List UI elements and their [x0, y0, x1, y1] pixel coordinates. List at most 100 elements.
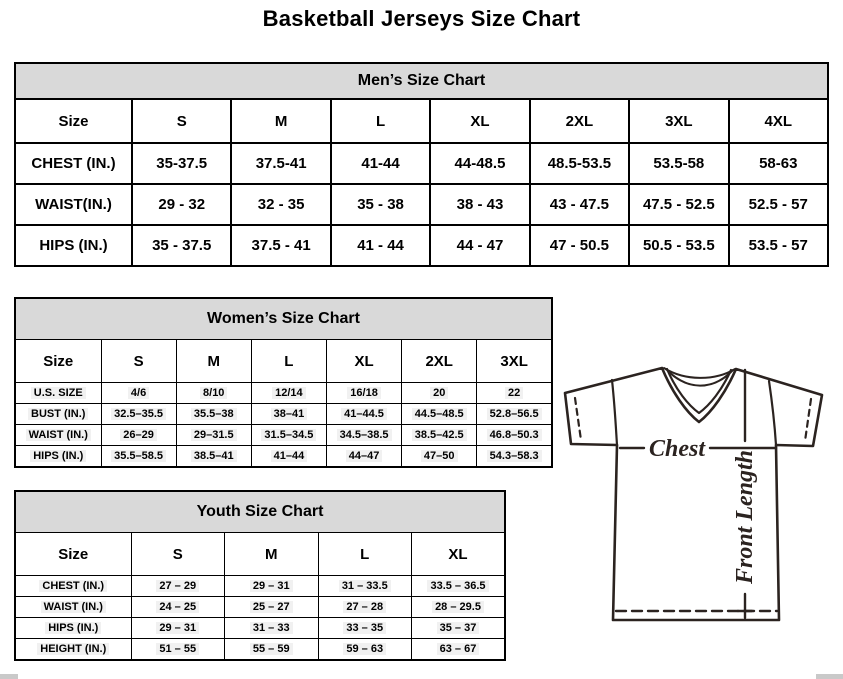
- size-cell: 63 – 67: [411, 638, 506, 661]
- size-cell: 22: [476, 382, 553, 404]
- column-header: 2XL: [528, 98, 631, 144]
- size-cell: 50.5 - 53.5: [628, 224, 730, 267]
- size-cell: 25 – 27: [224, 596, 319, 618]
- size-cell: 35 - 38: [329, 183, 432, 226]
- mens-size-table: Men’s Size Chart Size S M L XL 2XL 3XL 4XL CHEST …: [14, 62, 830, 267]
- column-header: S: [100, 339, 177, 383]
- size-cell: 28 – 29.5: [411, 596, 506, 618]
- size-cell: 37.5 - 41: [230, 224, 332, 267]
- size-cell: 32 - 35: [230, 183, 332, 226]
- column-header: M: [175, 339, 252, 383]
- collar-inner-line: [665, 367, 733, 415]
- column-header: S: [130, 98, 233, 144]
- size-cell: 47.5 - 52.5: [628, 183, 730, 226]
- size-cell: 24 – 25: [130, 596, 225, 618]
- size-cell: 38 - 43: [429, 183, 531, 226]
- size-cell: 53.5 - 57: [727, 224, 830, 267]
- size-cell: 26–29: [100, 424, 177, 446]
- size-cell: 29 - 32: [130, 183, 233, 226]
- table-row: CHEST (IN.) 27 – 29 29 – 31 31 – 33.5 33.5 –…: [14, 575, 506, 597]
- column-header: S: [130, 532, 225, 576]
- size-cell: 44–47: [325, 445, 403, 468]
- size-cell: 52.8–56.5: [476, 403, 553, 425]
- size-cell: 35.5–58.5: [100, 445, 177, 468]
- table-row: WAIST (IN.) 26–29 29–31.5 31.5–34.5 34.5–38.…: [14, 424, 553, 446]
- size-cell: 41–44.5: [325, 403, 403, 425]
- row-label: HIPS (IN.): [14, 617, 132, 639]
- size-cell: 35-37.5: [130, 142, 233, 185]
- column-header: Size: [14, 339, 102, 383]
- size-cell: 31 – 33: [224, 617, 319, 639]
- row-label: CHEST (IN.): [14, 142, 133, 185]
- size-cell: 54.3–58.3: [476, 445, 553, 468]
- table-title: Men’s Size Chart: [14, 62, 829, 100]
- size-cell: 33.5 – 36.5: [411, 575, 506, 597]
- column-header: Size: [14, 532, 132, 576]
- size-cell: 52.5 - 57: [727, 183, 830, 226]
- row-label: WAIST (IN.): [14, 596, 132, 618]
- column-header: L: [329, 98, 432, 144]
- size-cell: 47 - 50.5: [528, 224, 631, 267]
- row-label: BUST (IN.): [14, 403, 102, 425]
- column-header: XL: [325, 339, 403, 383]
- row-label: CHEST (IN.): [14, 575, 132, 597]
- size-cell: 41–44: [250, 445, 327, 468]
- scrollbar-fragment-left: [0, 674, 18, 679]
- size-cell: 47–50: [401, 445, 478, 468]
- size-cell: 29 – 31: [224, 575, 319, 597]
- row-label: HIPS (IN.): [14, 445, 102, 468]
- column-header: 2XL: [401, 339, 478, 383]
- size-cell: 35.5–38: [175, 403, 252, 425]
- size-cell: 43 - 47.5: [528, 183, 631, 226]
- table-row: HIPS (IN.) 35 - 37.5 37.5 - 41 41 - 44 44 - …: [14, 224, 830, 267]
- collar-rib-line: [665, 368, 734, 387]
- size-cell: 48.5-53.5: [528, 142, 631, 185]
- size-cell: 41-44: [329, 142, 432, 185]
- size-cell: 8/10: [175, 382, 252, 404]
- column-header: M: [224, 532, 319, 576]
- size-cell: 27 – 28: [317, 596, 412, 618]
- size-cell: 53.5-58: [628, 142, 730, 185]
- size-cell: 35 - 37.5: [130, 224, 233, 267]
- size-cell: 29 – 31: [130, 617, 225, 639]
- size-cell: 12/14: [250, 382, 327, 404]
- table-title: Youth Size Chart: [14, 490, 506, 533]
- size-cell: 20: [401, 382, 478, 404]
- size-cell: 59 – 63: [317, 638, 412, 661]
- left-cuff-dashed-line: [573, 396, 583, 442]
- size-cell: 29–31.5: [175, 424, 252, 446]
- table-row: HIPS (IN.) 29 – 31 31 – 33 33 – 35 35 – 37: [14, 617, 506, 639]
- size-cell: 31 – 33.5: [317, 575, 412, 597]
- table-row: CHEST (IN.) 35-37.5 37.5-41 41-44 44-48.5 48.…: [14, 142, 830, 185]
- size-cell: 37.5-41: [230, 142, 332, 185]
- page-title: Basketball Jerseys Size Chart: [262, 6, 581, 31]
- size-cell: 38–41: [250, 403, 327, 425]
- column-header: XL: [429, 98, 531, 144]
- row-label: HIPS (IN.): [14, 224, 133, 267]
- column-header: 4XL: [727, 98, 830, 144]
- column-header: L: [250, 339, 327, 383]
- chest-label: Chest: [649, 436, 706, 462]
- jersey-measurement-diagram: Chest Front Length: [556, 360, 836, 626]
- column-header: M: [230, 98, 332, 144]
- collar-back-line: [663, 367, 736, 379]
- size-cell: 27 – 29: [130, 575, 225, 597]
- row-label: U.S. SIZE: [14, 382, 102, 404]
- table-row: HEIGHT (IN.) 51 – 55 55 – 59 59 – 63 63 – 67: [14, 638, 506, 661]
- row-label: WAIST (IN.): [14, 424, 102, 446]
- jersey-outline: [563, 366, 824, 622]
- table-title: Women’s Size Chart: [14, 297, 553, 340]
- right-sleeve-seam: [767, 379, 778, 447]
- size-cell: 44-48.5: [429, 142, 531, 185]
- size-cell: 31.5–34.5: [250, 424, 327, 446]
- right-cuff-dashed-line: [803, 397, 813, 443]
- front-length-label: Front Length: [732, 450, 758, 585]
- size-cell: 44 - 47: [429, 224, 531, 267]
- size-cell: 44.5–48.5: [401, 403, 478, 425]
- size-cell: 41 - 44: [329, 224, 432, 267]
- column-header: Size: [14, 98, 133, 144]
- table-row: HIPS (IN.) 35.5–58.5 38.5–41 41–44 44–47 47–5…: [14, 445, 553, 468]
- column-header: L: [317, 532, 412, 576]
- size-cell: 51 – 55: [130, 638, 225, 661]
